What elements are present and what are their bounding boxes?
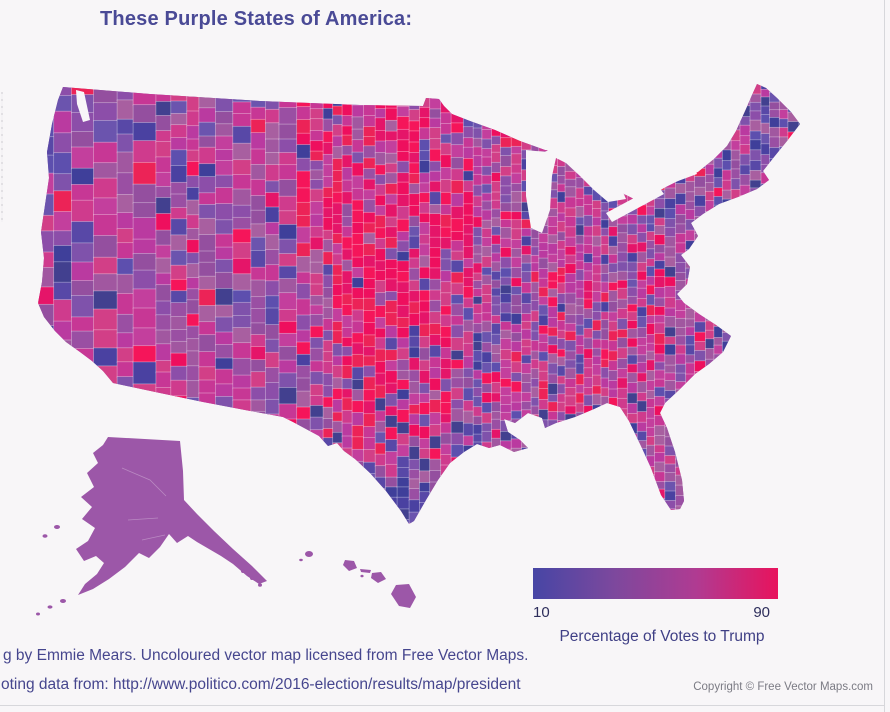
page-edge-left [1, 92, 3, 222]
page-title: These Purple States of America: [100, 8, 413, 30]
page-edge-right [884, 0, 885, 712]
great-lakes [76, 90, 697, 233]
alaska [36, 437, 267, 616]
legend: 10 90 Percentage of Votes to Trump [533, 568, 793, 646]
page-edge-bottom [0, 705, 885, 706]
legend-ticks: 10 90 [533, 604, 770, 621]
legend-min-label: 10 [533, 604, 550, 621]
legend-max-label: 90 [753, 604, 770, 621]
credit-line-attribution: g by Emmie Mears. Uncoloured vector map … [3, 647, 529, 664]
hawaii [299, 551, 416, 608]
legend-caption: Percentage of Votes to Trump [559, 628, 765, 645]
credit-line-data-source: oting data from: http://www.politico.com… [1, 676, 521, 693]
legend-gradient-bar [533, 568, 778, 599]
copyright-notice: Copyright © Free Vector Maps.com [693, 681, 873, 693]
